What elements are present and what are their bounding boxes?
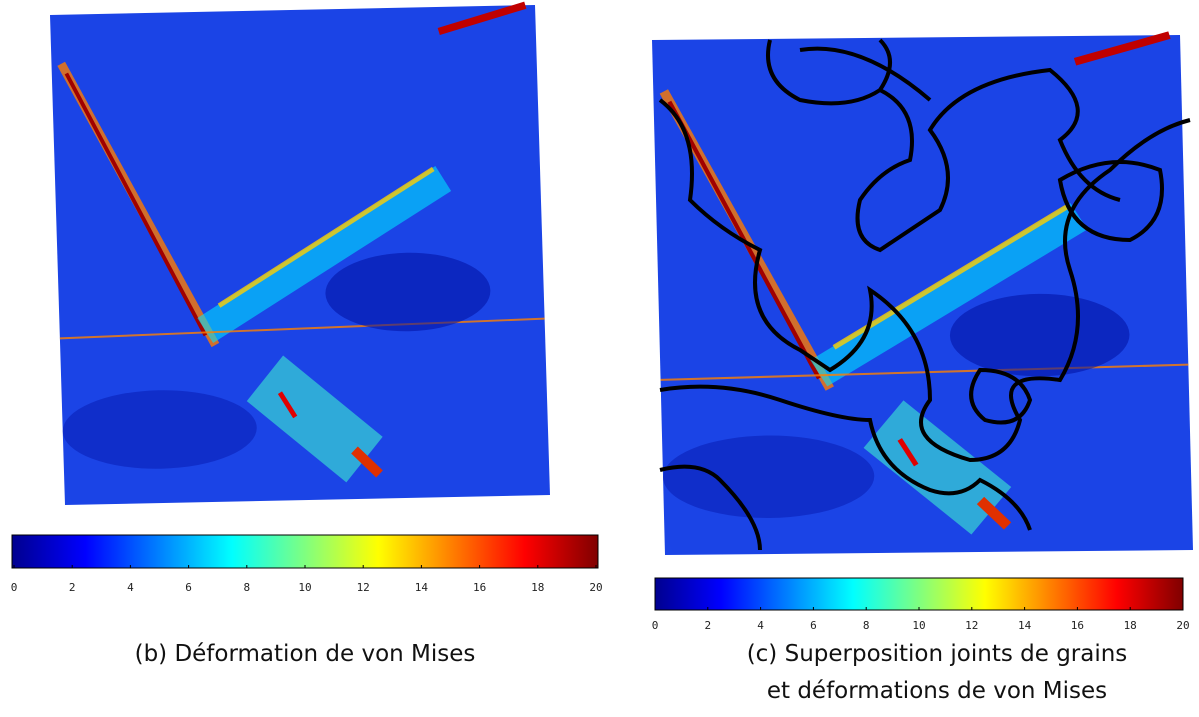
colorbar-tick-label: 0 xyxy=(652,619,659,632)
colorbar-tick-label: 4 xyxy=(757,619,764,632)
colorbar-tick-label: 10 xyxy=(912,619,925,632)
colorbar-tick-label: 18 xyxy=(1124,619,1137,632)
colorbar-tick-label: 16 xyxy=(1071,619,1084,632)
colorbar-tick-label: 14 xyxy=(415,581,429,594)
colorbar-tick-label: 12 xyxy=(357,581,370,594)
colorbar-tick-label: 6 xyxy=(810,619,817,632)
colorbar-tick-label: 16 xyxy=(473,581,486,594)
colorbar-tick-label: 8 xyxy=(863,619,870,632)
colorbar-tick-label: 10 xyxy=(298,581,311,594)
colorbar xyxy=(654,577,1184,611)
colorbar-tick-label: 2 xyxy=(704,619,711,632)
heatmap-image xyxy=(50,5,550,505)
colorbar-tick-label: 2 xyxy=(69,581,76,594)
colorbar-tick-label: 8 xyxy=(243,581,250,594)
colorbar-tick-label: 20 xyxy=(1176,619,1189,632)
colorbar-tick-label: 6 xyxy=(185,581,192,594)
colorbar-tick-label: 18 xyxy=(531,581,544,594)
caption: (b) Déformation de von Mises xyxy=(135,641,476,667)
colorbar-tick-label: 20 xyxy=(589,581,602,594)
colorbar-tick-label: 14 xyxy=(1018,619,1032,632)
colorbar-tick-label: 0 xyxy=(11,581,18,594)
colorbar xyxy=(11,534,599,569)
caption: et déformations de von Mises xyxy=(767,678,1107,704)
heatmap-image xyxy=(652,35,1193,555)
grain-boundaries xyxy=(658,38,1191,551)
colorbar-tick-label: 12 xyxy=(965,619,978,632)
colorbar-tick-label: 4 xyxy=(127,581,134,594)
caption: (c) Superposition joints de grains xyxy=(747,641,1128,667)
